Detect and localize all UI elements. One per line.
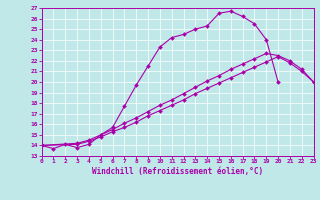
X-axis label: Windchill (Refroidissement éolien,°C): Windchill (Refroidissement éolien,°C): [92, 167, 263, 176]
